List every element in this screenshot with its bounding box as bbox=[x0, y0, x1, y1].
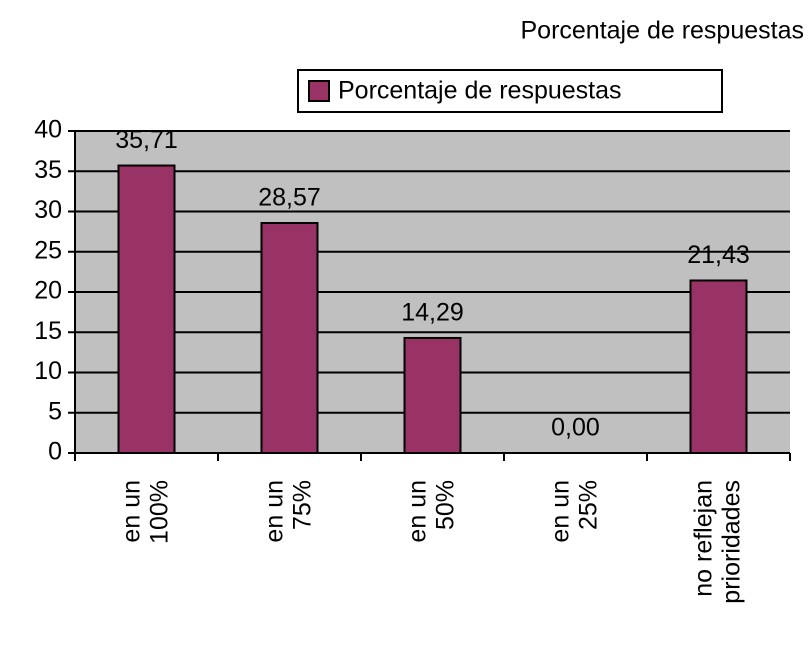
x-tick-label: en un100% bbox=[117, 480, 173, 544]
data-label: 0,00 bbox=[551, 414, 600, 442]
x-tick-label: no reflejanprioridades bbox=[689, 480, 745, 604]
bar bbox=[117, 164, 176, 455]
y-tick-label: 35 bbox=[34, 156, 62, 184]
y-tick-label: 25 bbox=[34, 236, 62, 264]
y-tick-label: 20 bbox=[34, 277, 62, 305]
bar bbox=[403, 336, 462, 455]
legend-label: Porcentaje de respuestas bbox=[338, 77, 622, 105]
data-label: 28,57 bbox=[258, 184, 321, 212]
chart-title: Porcentaje de respuestas bbox=[520, 17, 804, 45]
bar bbox=[689, 279, 748, 454]
y-tick-label: 30 bbox=[34, 196, 62, 224]
x-tick-label: en un50% bbox=[403, 480, 459, 543]
y-tick-label: 0 bbox=[48, 438, 62, 466]
x-tick-label: en un75% bbox=[260, 480, 316, 543]
data-label: 35,71 bbox=[115, 126, 178, 154]
legend-marker bbox=[308, 80, 330, 102]
y-tick-label: 40 bbox=[34, 116, 62, 144]
bar bbox=[260, 222, 319, 454]
x-tick-label: en un25% bbox=[546, 480, 602, 543]
legend-box bbox=[297, 69, 723, 113]
data-label: 14,29 bbox=[401, 299, 464, 327]
y-tick-label: 10 bbox=[34, 357, 62, 385]
y-tick-label: 15 bbox=[34, 317, 62, 345]
data-label: 21,43 bbox=[687, 241, 750, 269]
y-tick-label: 5 bbox=[48, 397, 62, 425]
